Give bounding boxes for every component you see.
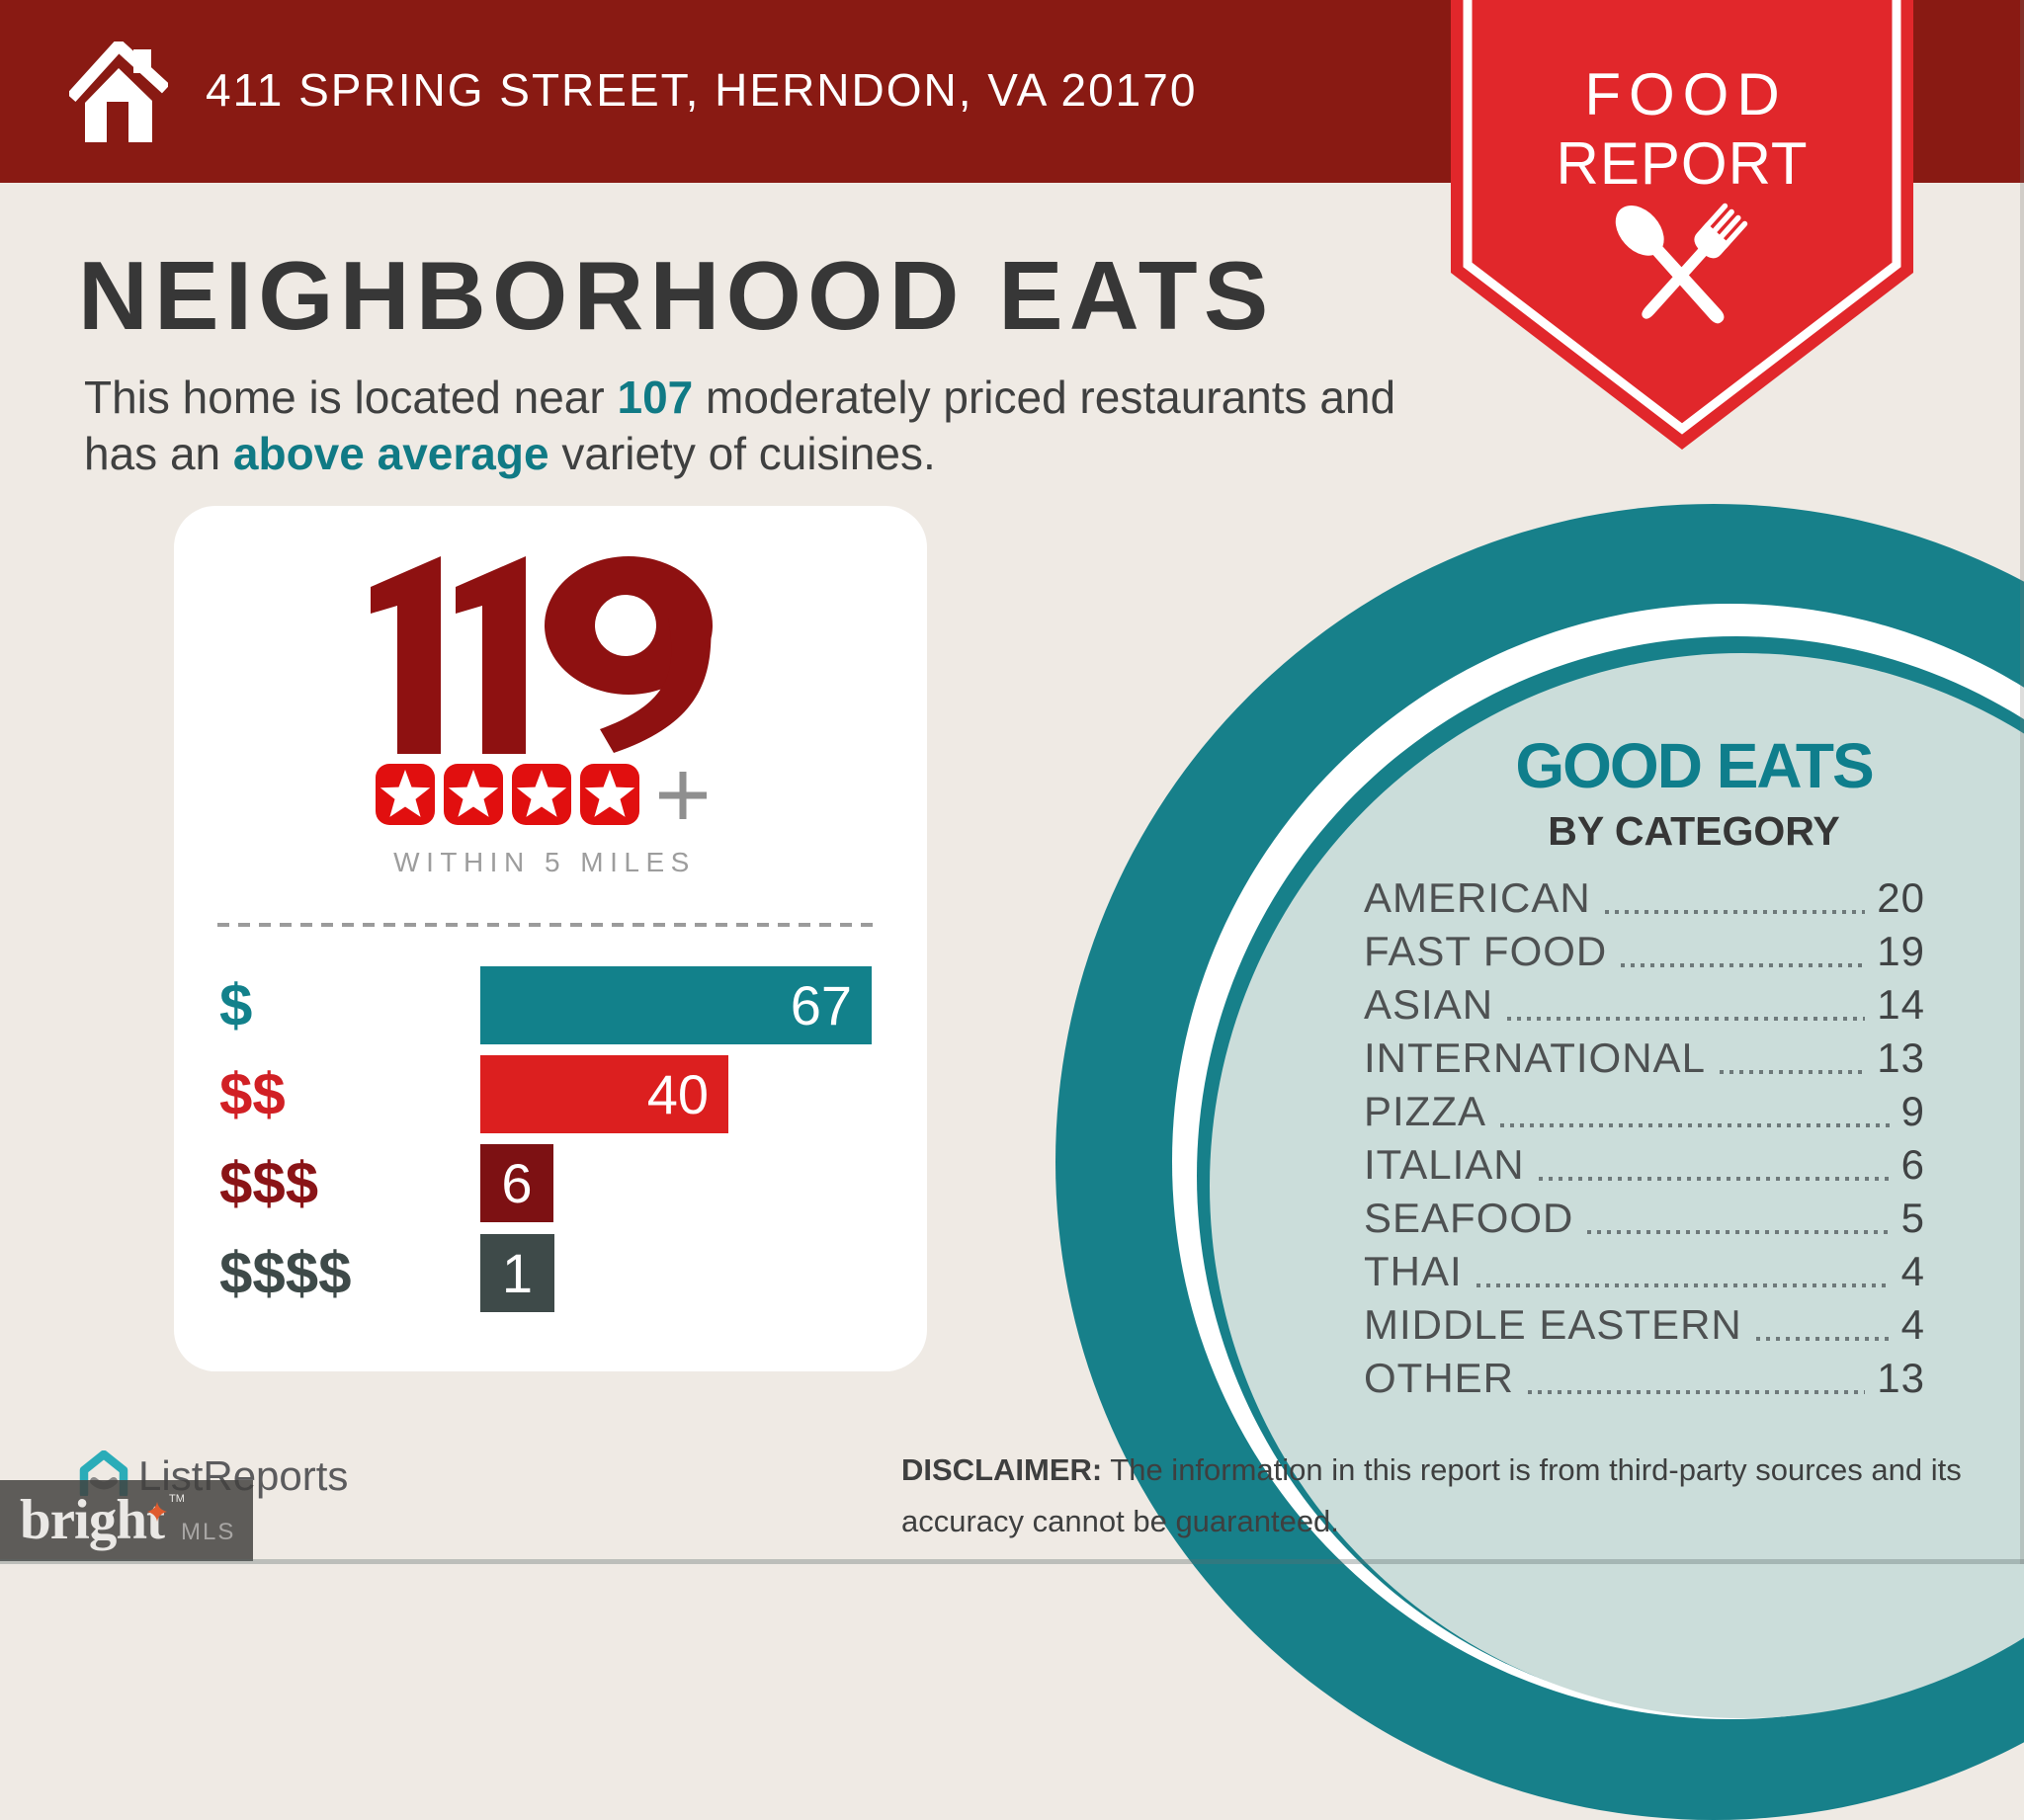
svg-text:FOOD: FOOD: [1584, 61, 1787, 127]
svg-text:REPORT: REPORT: [1557, 130, 1809, 197]
